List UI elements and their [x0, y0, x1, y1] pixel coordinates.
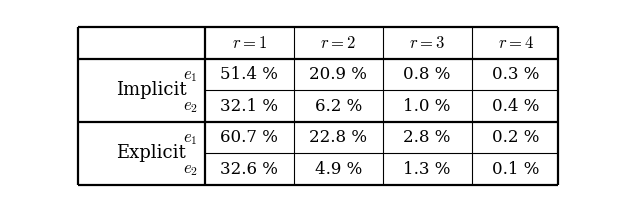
Text: 0.1 %: 0.1 %: [492, 161, 539, 178]
Text: 20.9 %: 20.9 %: [309, 66, 367, 83]
Text: 51.4 %: 51.4 %: [220, 66, 278, 83]
Text: $e_2$: $e_2$: [183, 97, 198, 115]
Text: Explicit: Explicit: [116, 144, 185, 162]
Text: $r = 1$: $r = 1$: [232, 34, 267, 52]
Text: 4.9 %: 4.9 %: [314, 161, 362, 178]
Text: $e_1$: $e_1$: [183, 66, 198, 84]
Text: 0.4 %: 0.4 %: [492, 98, 539, 114]
Text: $r = 4$: $r = 4$: [498, 34, 534, 52]
Text: 1.0 %: 1.0 %: [404, 98, 451, 114]
Text: Implicit: Implicit: [116, 81, 187, 99]
Text: 32.1 %: 32.1 %: [220, 98, 278, 114]
Text: 6.2 %: 6.2 %: [314, 98, 362, 114]
Text: $e_2$: $e_2$: [183, 160, 198, 178]
Text: 60.7 %: 60.7 %: [220, 129, 278, 146]
Text: 2.8 %: 2.8 %: [404, 129, 451, 146]
Text: 32.6 %: 32.6 %: [220, 161, 278, 178]
Text: 0.8 %: 0.8 %: [404, 66, 451, 83]
Text: 0.3 %: 0.3 %: [492, 66, 539, 83]
Text: 0.2 %: 0.2 %: [492, 129, 539, 146]
Text: $r = 3$: $r = 3$: [409, 34, 445, 52]
Text: 1.3 %: 1.3 %: [404, 161, 451, 178]
Text: 22.8 %: 22.8 %: [309, 129, 367, 146]
Text: $r = 2$: $r = 2$: [321, 34, 356, 52]
Text: $e_1$: $e_1$: [183, 129, 198, 147]
